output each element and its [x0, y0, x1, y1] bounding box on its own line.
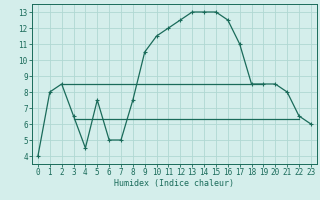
- X-axis label: Humidex (Indice chaleur): Humidex (Indice chaleur): [115, 179, 234, 188]
